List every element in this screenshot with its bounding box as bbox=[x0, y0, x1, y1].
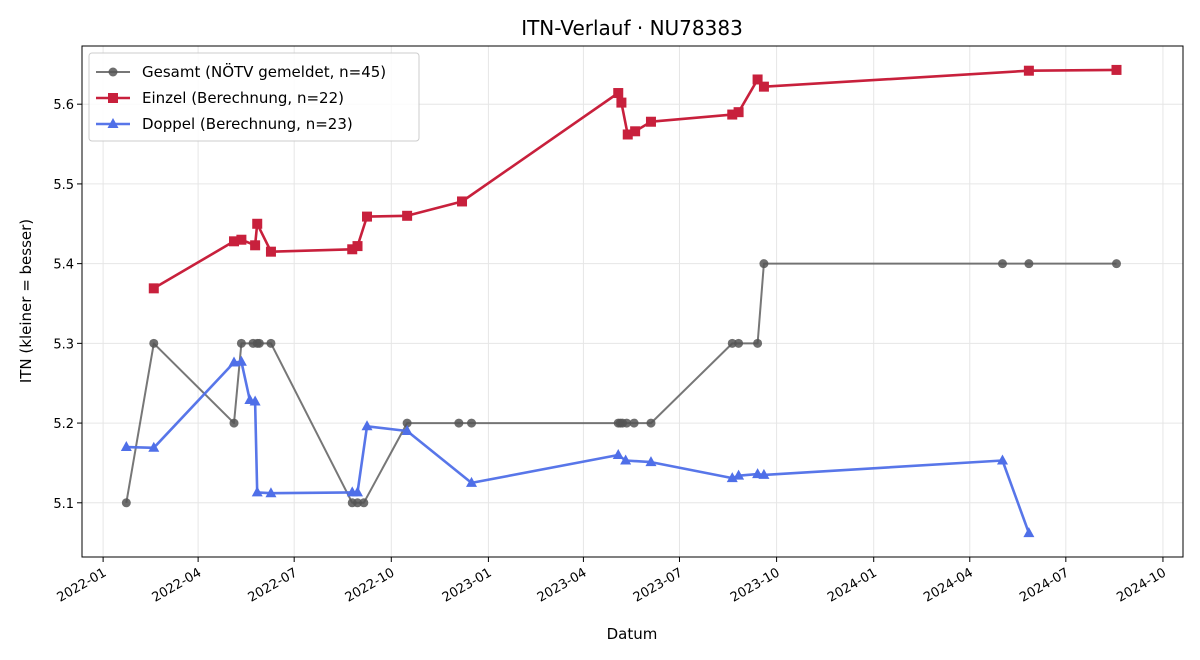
data-point-square bbox=[352, 241, 363, 252]
data-point-circle bbox=[727, 338, 737, 348]
data-point-square bbox=[613, 88, 624, 99]
data-point-circle bbox=[759, 259, 769, 269]
plot-frame bbox=[81, 45, 1184, 558]
legend-marker-circle bbox=[108, 67, 118, 77]
data-point-square bbox=[1111, 64, 1122, 75]
data-point-triangle bbox=[620, 454, 632, 465]
legend-marker-triangle bbox=[107, 118, 119, 128]
data-point-triangle bbox=[120, 440, 132, 451]
data-point-square bbox=[616, 97, 627, 108]
data-point-square bbox=[727, 109, 738, 120]
data-point-circle bbox=[734, 338, 744, 348]
data-point-square bbox=[148, 283, 159, 294]
data-point-triangle bbox=[361, 420, 373, 431]
data-point-triangle bbox=[612, 448, 624, 459]
data-point-square bbox=[630, 126, 641, 137]
x-axis-title: Datum bbox=[607, 625, 658, 643]
data-point-circle bbox=[149, 338, 159, 348]
data-point-circle bbox=[359, 498, 369, 508]
data-point-triangle bbox=[645, 456, 657, 467]
legend-label-triangle: Doppel (Berechnung, n=23) bbox=[142, 115, 353, 133]
legend-label-square: Einzel (Berechnung, n=22) bbox=[142, 89, 344, 107]
data-point-square bbox=[252, 218, 263, 229]
data-point-triangle bbox=[758, 468, 770, 479]
data-point-square bbox=[402, 210, 413, 221]
data-point-triangle bbox=[249, 395, 261, 406]
data-point-circle bbox=[236, 338, 246, 348]
series-layer bbox=[120, 64, 1122, 538]
legend-marker-square bbox=[108, 93, 118, 103]
series-square bbox=[148, 64, 1122, 294]
y-tick-label: 5.4 bbox=[53, 258, 74, 273]
data-point-triangle bbox=[228, 356, 240, 367]
legend-label-circle: Gesamt (NÖTV gemeldet, n=45) bbox=[142, 62, 386, 81]
data-point-circle bbox=[467, 418, 477, 428]
data-point-triangle bbox=[265, 487, 277, 498]
y-tick-label: 5.1 bbox=[53, 497, 74, 512]
data-point-circle bbox=[266, 338, 276, 348]
data-point-square bbox=[229, 236, 240, 247]
data-point-circle bbox=[353, 498, 363, 508]
data-point-triangle bbox=[996, 454, 1008, 465]
data-point-square bbox=[250, 240, 261, 251]
legend-box bbox=[88, 52, 420, 142]
y-axis-title: ITN (kleiner = besser) bbox=[17, 219, 35, 383]
data-point-triangle bbox=[148, 441, 160, 452]
data-point-square bbox=[645, 116, 656, 127]
data-point-square bbox=[347, 244, 358, 255]
legend: Gesamt (NÖTV gemeldet, n=45) Einzel (Bere… bbox=[88, 52, 420, 142]
data-point-circle bbox=[622, 418, 632, 428]
data-point-circle bbox=[454, 418, 464, 428]
y-tick-label: 5.3 bbox=[53, 337, 74, 352]
data-point-triangle bbox=[1023, 527, 1035, 538]
y-tick-label: 5.2 bbox=[53, 417, 74, 432]
series-line-square bbox=[153, 68, 1117, 290]
series-line-triangle bbox=[126, 360, 1031, 534]
data-point-circle bbox=[254, 338, 264, 348]
data-point-circle bbox=[402, 418, 412, 428]
data-point-circle bbox=[997, 259, 1007, 269]
data-point-circle bbox=[629, 418, 639, 428]
data-point-square bbox=[622, 129, 633, 140]
data-point-triangle bbox=[733, 469, 745, 480]
data-point-triangle bbox=[352, 486, 364, 497]
series-circle bbox=[121, 259, 1121, 508]
chart-title: ITN-Verlauf · NU78383 bbox=[521, 16, 743, 40]
data-point-circle bbox=[646, 418, 656, 428]
y-tick-label: 5.5 bbox=[53, 178, 74, 193]
data-point-triangle bbox=[466, 476, 478, 487]
data-point-square bbox=[758, 81, 769, 92]
data-point-circle bbox=[229, 418, 239, 428]
data-point-circle bbox=[121, 498, 131, 508]
data-point-triangle bbox=[251, 486, 263, 497]
data-point-square bbox=[265, 246, 276, 257]
y-tick-label: 5.6 bbox=[53, 98, 74, 113]
data-point-circle bbox=[753, 338, 763, 348]
data-point-circle bbox=[1111, 259, 1121, 269]
data-point-square bbox=[236, 234, 247, 245]
data-point-square bbox=[733, 107, 744, 118]
data-point-triangle bbox=[401, 425, 413, 436]
data-point-square bbox=[1023, 65, 1034, 76]
data-point-square bbox=[457, 196, 468, 207]
series-triangle bbox=[120, 355, 1035, 538]
data-point-square bbox=[752, 74, 763, 85]
data-point-square bbox=[362, 211, 373, 222]
data-point-circle bbox=[1024, 259, 1034, 269]
data-point-triangle bbox=[235, 355, 247, 366]
